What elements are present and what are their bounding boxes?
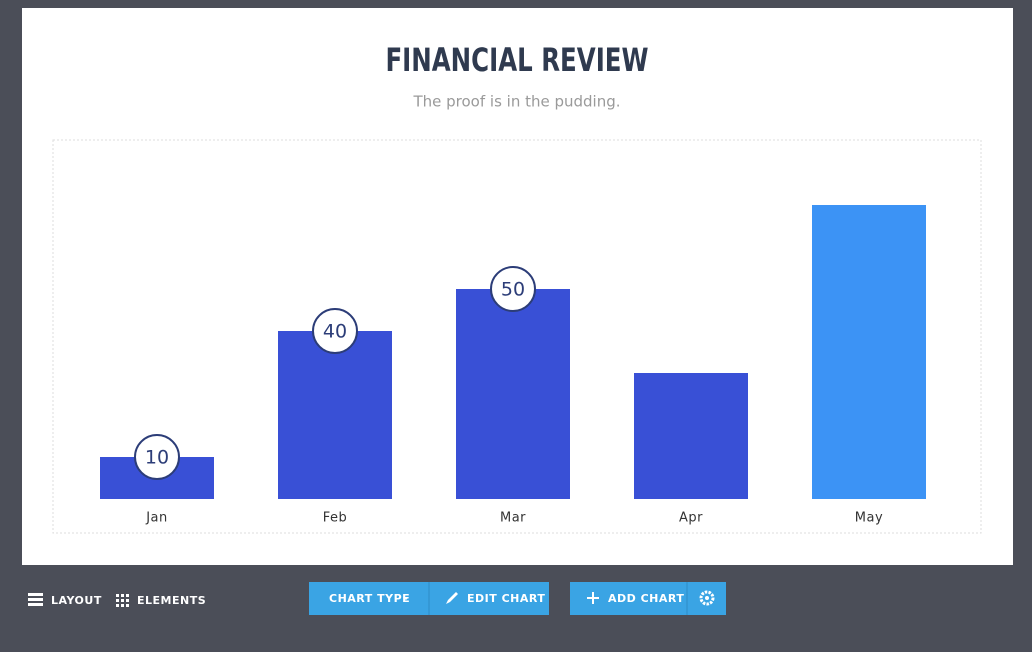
bar [456,289,570,499]
x-tick-label: Apr [679,511,703,526]
elements-label: ELEMENTS [137,594,206,607]
bar [634,373,748,499]
elements-button[interactable]: ELEMENTS [116,594,206,607]
edit-chart-label: EDIT CHART [467,592,545,605]
value-label-bubble [312,308,358,354]
add-chart-label: ADD CHART [608,592,684,605]
layout-button[interactable]: LAYOUT [28,593,102,607]
bar [812,205,926,499]
x-tick-label: May [855,511,883,526]
x-tick-label: Feb [323,511,348,526]
bar [278,331,392,499]
chart-type-label: CHART TYPE [329,592,410,605]
plot-frame [52,139,982,534]
value-label-bubble [490,266,536,312]
layout-label: LAYOUT [51,594,102,607]
value-label: 50 [501,279,525,301]
x-tick-label: Mar [500,511,526,526]
chart-subtitle: The proof is in the pudding. [412,93,620,111]
value-label: 40 [323,321,347,343]
chart-type-button[interactable]: CHART TYPE [329,592,410,605]
value-label-bubble [134,434,180,480]
x-tick-label: Jan [145,511,168,526]
value-label: 10 [145,447,169,469]
chart-title: FINANCIAL REVIEW [385,42,648,80]
edit-chart-button[interactable]: EDIT CHART [446,592,545,605]
add-chart-button[interactable]: ADD CHART [587,592,684,605]
settings-button[interactable] [699,590,715,606]
